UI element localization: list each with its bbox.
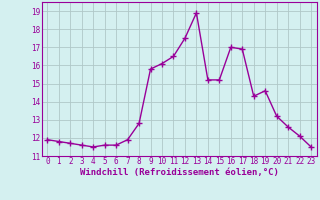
X-axis label: Windchill (Refroidissement éolien,°C): Windchill (Refroidissement éolien,°C): [80, 168, 279, 177]
